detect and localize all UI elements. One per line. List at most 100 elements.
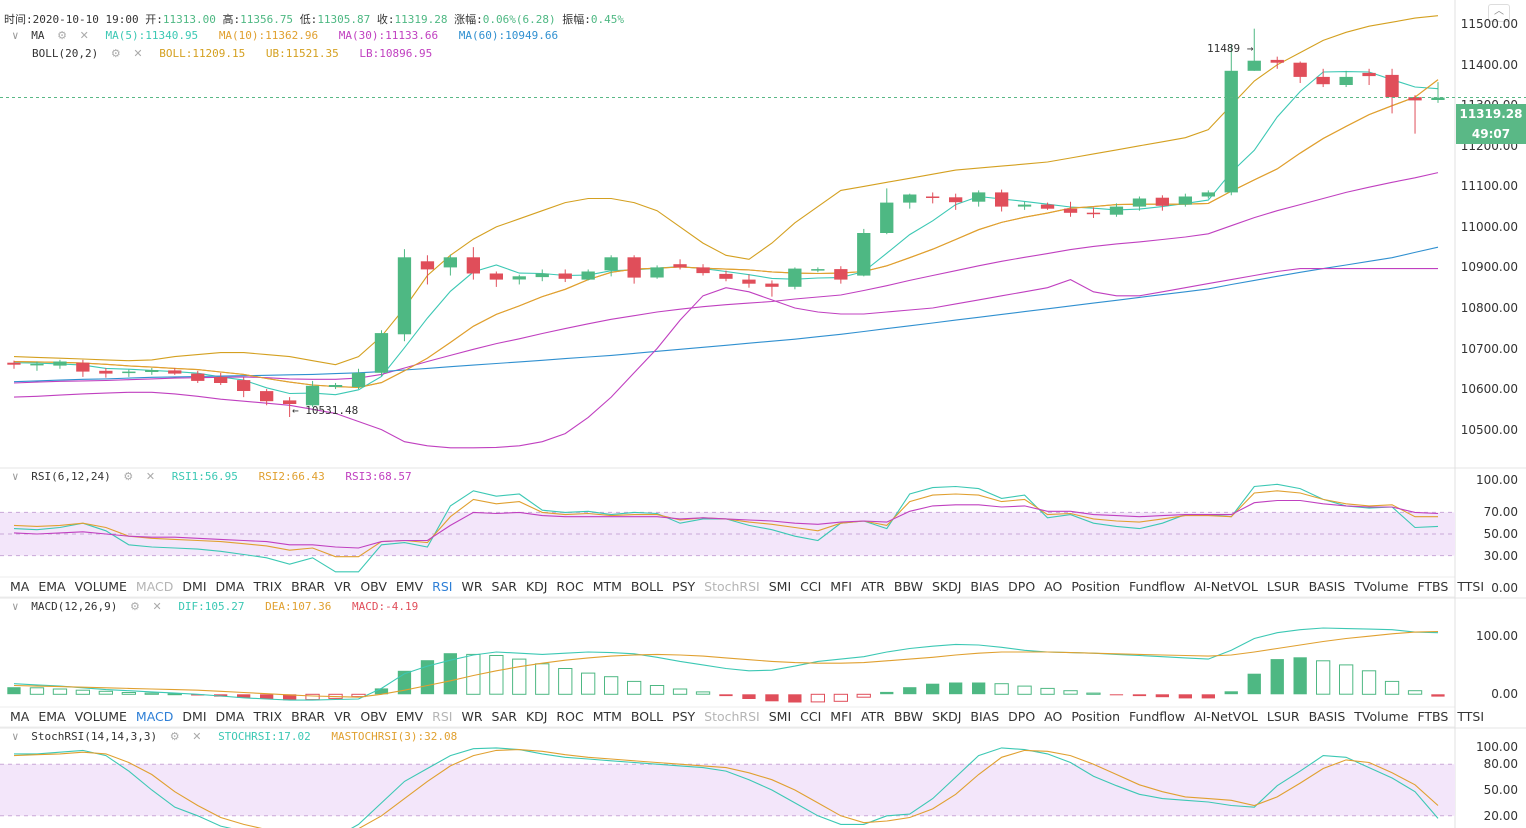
indicator-tab-kdj[interactable]: KDJ xyxy=(525,579,548,594)
settings-gear-icon[interactable]: ⚙ xyxy=(57,29,67,42)
close-icon[interactable]: ✕ xyxy=(192,730,202,743)
indicator-tab-obv[interactable]: OBV xyxy=(360,709,387,724)
indicator-tab-dma[interactable]: DMA xyxy=(215,579,245,594)
dif-value: DIF:105.27 xyxy=(178,600,245,613)
candle-body xyxy=(168,370,182,374)
indicator-tab-cci[interactable]: CCI xyxy=(800,579,822,594)
macd-histogram-bar xyxy=(903,687,917,695)
chevron-up-icon[interactable]: ︿ xyxy=(1488,4,1510,22)
indicator-tab-macd[interactable]: MACD xyxy=(135,709,174,724)
indicator-tab-rsi[interactable]: RSI xyxy=(432,709,453,724)
indicator-tab-boll[interactable]: BOLL xyxy=(630,709,664,724)
indicator-tab-ftbs[interactable]: FTBS xyxy=(1417,709,1449,724)
indicator-tab-ao[interactable]: AO xyxy=(1044,579,1063,594)
indicator-tab-ma[interactable]: MA xyxy=(10,709,30,724)
indicator-tab-vr[interactable]: VR xyxy=(334,579,352,594)
indicator-tab-smi[interactable]: SMI xyxy=(768,579,792,594)
indicator-tab-sar[interactable]: SAR xyxy=(491,709,517,724)
indicator-tab-basis[interactable]: BASIS xyxy=(1308,579,1346,594)
close-icon[interactable]: ✕ xyxy=(133,47,143,60)
indicator-tab-atr[interactable]: ATR xyxy=(860,579,885,594)
indicator-tab-emv[interactable]: EMV xyxy=(395,709,424,724)
indicator-tab-stochrsi[interactable]: StochRSI xyxy=(704,709,760,724)
indicator-tab-ma[interactable]: MA xyxy=(10,579,30,594)
indicator-tab-ftbs[interactable]: FTBS xyxy=(1417,579,1449,594)
indicator-tab-macd[interactable]: MACD xyxy=(135,579,174,594)
indicator-tab-mtm[interactable]: MTM xyxy=(592,579,622,594)
indicator-tab-cci[interactable]: CCI xyxy=(800,709,822,724)
indicator-tab-mfi[interactable]: MFI xyxy=(830,579,852,594)
indicator-tab-dmi[interactable]: DMI xyxy=(182,709,207,724)
indicator-tab-dmi[interactable]: DMI xyxy=(182,579,207,594)
indicator-tab-ema[interactable]: EMA xyxy=(38,709,66,724)
indicator-tab-dma[interactable]: DMA xyxy=(215,709,245,724)
macd-histogram-bar xyxy=(75,689,90,695)
indicator-tab-dpo[interactable]: DPO xyxy=(1008,579,1036,594)
close-icon[interactable]: ✕ xyxy=(152,600,162,613)
indicator-tab-ao[interactable]: AO xyxy=(1044,709,1063,724)
indicator-tab-skdj[interactable]: SKDJ xyxy=(931,579,962,594)
indicator-tab-rsi[interactable]: RSI xyxy=(432,579,453,594)
indicator-tab-wr[interactable]: WR xyxy=(461,709,483,724)
collapse-chevron-icon[interactable]: ∨ xyxy=(12,470,19,483)
indicator-tab-ttsi[interactable]: TTSI xyxy=(1457,579,1485,594)
indicator-tab-mfi[interactable]: MFI xyxy=(830,709,852,724)
macd-histogram-bar xyxy=(1109,694,1124,696)
indicator-tab-psy[interactable]: PSY xyxy=(672,579,696,594)
indicator-tab-emv[interactable]: EMV xyxy=(395,579,424,594)
indicator-tab-vr[interactable]: VR xyxy=(334,709,352,724)
indicator-tab-roc[interactable]: ROC xyxy=(556,579,584,594)
settings-gear-icon[interactable]: ⚙ xyxy=(123,470,134,483)
settings-gear-icon[interactable]: ⚙ xyxy=(169,730,180,743)
indicator-tab-obv[interactable]: OBV xyxy=(360,579,387,594)
indicator-tab-brar[interactable]: BRAR xyxy=(291,579,326,594)
indicator-tab-basis[interactable]: BASIS xyxy=(1308,709,1346,724)
indicator-tab-skdj[interactable]: SKDJ xyxy=(931,709,962,724)
indicator-tab-stochrsi[interactable]: StochRSI xyxy=(704,579,760,594)
indicator-tab-dpo[interactable]: DPO xyxy=(1008,709,1036,724)
indicator-tab-mtm[interactable]: MTM xyxy=(592,709,622,724)
ub-value: UB:11521.35 xyxy=(265,47,339,60)
indicator-tab-kdj[interactable]: KDJ xyxy=(525,709,548,724)
indicator-tab-psy[interactable]: PSY xyxy=(672,709,696,724)
indicator-tab-volume[interactable]: VOLUME xyxy=(74,579,127,594)
indicator-tab-bias[interactable]: BIAS xyxy=(970,709,1000,724)
indicator-tab-wr[interactable]: WR xyxy=(461,579,483,594)
indicator-tab-atr[interactable]: ATR xyxy=(860,709,885,724)
indicator-tab-bbw[interactable]: BBW xyxy=(893,579,923,594)
indicator-tab-fundflow[interactable]: Fundflow xyxy=(1129,579,1186,594)
settings-gear-icon[interactable]: ⚙ xyxy=(129,600,140,613)
collapse-chevron-icon[interactable]: ∨ xyxy=(12,730,19,743)
indicator-tab-tvolume[interactable]: TVolume xyxy=(1354,709,1409,724)
close-icon[interactable]: ✕ xyxy=(79,29,89,42)
indicator-tab-ai-netvol[interactable]: AI-NetVOL xyxy=(1194,709,1258,724)
indicator-tab-position[interactable]: Position xyxy=(1071,579,1121,594)
close-icon[interactable]: ✕ xyxy=(145,470,156,483)
indicator-tab-smi[interactable]: SMI xyxy=(768,709,792,724)
collapse-chevron-icon[interactable]: ∨ xyxy=(12,29,19,42)
indicator-tab-ttsi[interactable]: TTSI xyxy=(1457,709,1485,724)
indicator-tab-lsur[interactable]: LSUR xyxy=(1266,709,1300,724)
indicator-tab-brar[interactable]: BRAR xyxy=(291,709,326,724)
macd-histogram-bar xyxy=(98,690,113,695)
candle-body xyxy=(145,370,159,372)
indicator-tab-ai-netvol[interactable]: AI-NetVOL xyxy=(1194,579,1258,594)
indicator-tab-sar[interactable]: SAR xyxy=(491,579,517,594)
indicator-tab-trix[interactable]: TRIX xyxy=(253,709,283,724)
indicator-tab-boll[interactable]: BOLL xyxy=(630,579,664,594)
collapse-chevron-icon[interactable]: ∨ xyxy=(12,600,19,613)
indicator-tab-trix[interactable]: TRIX xyxy=(253,579,283,594)
indicator-tab-ema[interactable]: EMA xyxy=(38,579,66,594)
indicator-tab-tvolume[interactable]: TVolume xyxy=(1354,579,1409,594)
indicator-tab-roc[interactable]: ROC xyxy=(556,709,584,724)
settings-gear-icon[interactable]: ⚙ xyxy=(110,47,121,60)
macd-histogram-bar xyxy=(833,693,849,702)
indicator-tab-lsur[interactable]: LSUR xyxy=(1266,579,1300,594)
indicator-tab-position[interactable]: Position xyxy=(1071,709,1121,724)
indicator-tab-volume[interactable]: VOLUME xyxy=(74,709,127,724)
indicator-tab-bbw[interactable]: BBW xyxy=(893,709,923,724)
indicator-tab-bias[interactable]: BIAS xyxy=(970,579,1000,594)
macd-histogram-bar xyxy=(512,658,527,695)
indicator-tab-fundflow[interactable]: Fundflow xyxy=(1129,709,1186,724)
